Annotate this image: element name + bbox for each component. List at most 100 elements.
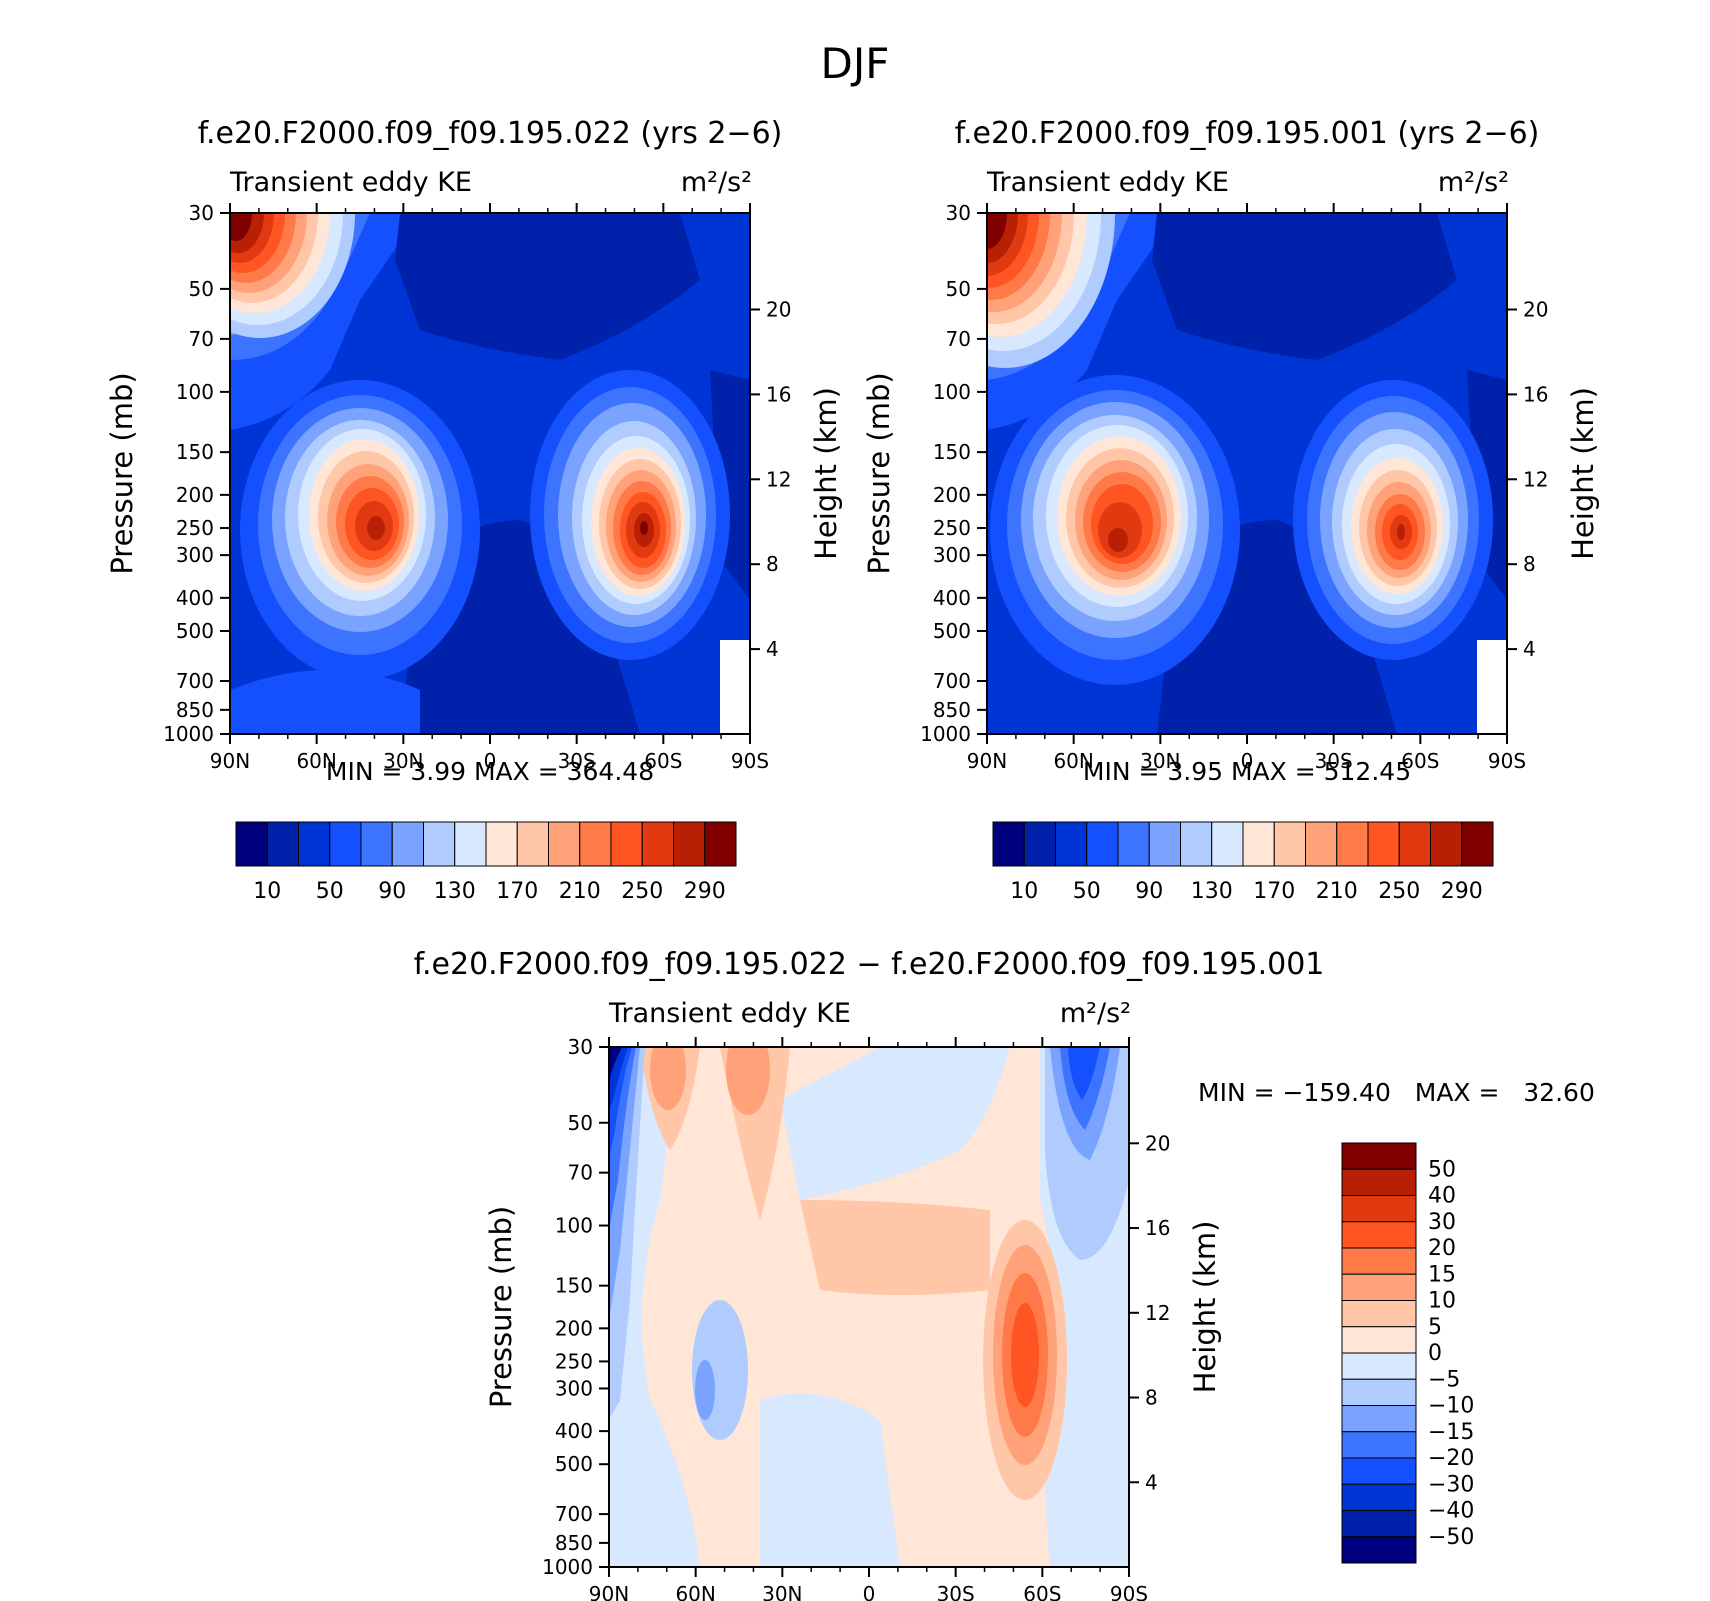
colorbar-box — [1242, 821, 1275, 867]
colorbar-box — [1367, 821, 1400, 867]
colorbar-box — [1180, 821, 1213, 867]
units-label: m²/s² — [1438, 167, 1509, 198]
pressure-tick-label: 30 — [568, 1035, 593, 1059]
minmax-label: MIN = −159.40 MAX = 32.60 — [1198, 1078, 1595, 1107]
pressure-tick-label: 70 — [189, 327, 214, 351]
pressure-tick-label: 1000 — [163, 722, 214, 746]
lat-tick-label: 90N — [210, 749, 250, 773]
minmax-label: MIN = 3.99 MAX = 364.48 — [326, 757, 654, 786]
colorbar-box — [1148, 821, 1181, 867]
colorbar-box — [673, 821, 706, 867]
lat-tick-label: 60S — [1401, 749, 1439, 773]
height-tick-label: 12 — [766, 467, 791, 491]
pressure-tick-label: 250 — [176, 516, 214, 540]
y2-axis-label: Height (km) — [809, 387, 843, 560]
contour-field — [230, 213, 750, 734]
colorbar-label: 130 — [434, 879, 476, 904]
y-axis-label: Pressure (mb) — [862, 372, 896, 574]
colorbar-box — [641, 821, 674, 867]
colorbar-label: 170 — [1253, 879, 1295, 904]
colorbar-box — [1211, 821, 1244, 867]
contour-field — [609, 1047, 1129, 1567]
height-tick-label: 12 — [1523, 467, 1548, 491]
lat-tick-label: 90N — [589, 1582, 629, 1601]
colorbar-label: 130 — [1191, 879, 1233, 904]
pressure-tick-label: 200 — [933, 483, 971, 507]
colorbar-box — [516, 821, 549, 867]
left-string: Transient eddy KE — [229, 167, 472, 198]
lat-tick-label: 60N — [675, 1582, 715, 1601]
colorbar-box — [1341, 1536, 1417, 1564]
colorbar-box — [1305, 821, 1338, 867]
pressure-tick-label: 70 — [946, 327, 971, 351]
pressure-tick-label: 150 — [555, 1274, 593, 1298]
pressure-tick-label: 1000 — [542, 1555, 593, 1579]
left-string: Transient eddy KE — [608, 998, 851, 1029]
panel-right: f.e20.F2000.f09_f09.195.001 (yrs 2−6) Tr… — [955, 116, 1540, 735]
colorbar-box — [1341, 1483, 1417, 1511]
case-title: f.e20.F2000.f09_f09.195.001 (yrs 2−6) — [955, 116, 1540, 151]
colorbar-label: 90 — [378, 879, 406, 904]
colorbar-box — [579, 821, 612, 867]
height-tick-label: 8 — [1523, 552, 1536, 576]
pressure-tick-label: 50 — [568, 1111, 593, 1135]
colorbar-box — [610, 821, 643, 867]
pressure-tick-label: 850 — [176, 698, 214, 722]
lat-tick-label: 30N — [383, 749, 423, 773]
colorbar-left: 10 50 90 130 170 210 250 290 — [235, 821, 737, 904]
units-label: m²/s² — [681, 167, 752, 198]
colorbar-box — [1341, 1221, 1417, 1249]
colorbar-label: 20 — [1428, 1236, 1456, 1261]
pressure-tick-label: 400 — [555, 1419, 593, 1443]
pressure-tick-label: 700 — [555, 1502, 593, 1526]
colorbar-box — [423, 821, 456, 867]
case-title: f.e20.F2000.f09_f09.195.022 − f.e20.F200… — [414, 947, 1325, 982]
colorbar-label: 10 — [1010, 879, 1038, 904]
colorbar-label: 170 — [496, 879, 538, 904]
lat-tick-label: 30N — [1140, 749, 1180, 773]
colorbar-box — [1055, 821, 1088, 867]
colorbar-right: 10 50 90 130 170 210 250 290 — [992, 821, 1494, 904]
colorbar-label: 30 — [1428, 1210, 1456, 1235]
axes-layer: 3050701001502002503004005007008501000201… — [105, 201, 1600, 1601]
colorbar-box — [548, 821, 581, 867]
lat-tick-label: 90S — [731, 749, 769, 773]
page-title: DJF — [821, 39, 890, 88]
pressure-tick-label: 850 — [555, 1531, 593, 1555]
colorbar-box — [1341, 1247, 1417, 1275]
lat-tick-label: 60N — [1053, 749, 1093, 773]
colorbar-box — [1336, 821, 1369, 867]
colorbar-box — [1341, 1378, 1417, 1406]
lat-tick-label: 0 — [1241, 749, 1254, 773]
colorbar-label: −40 — [1428, 1499, 1474, 1524]
lat-tick-label: 0 — [863, 1582, 876, 1601]
lat-tick-label: 90S — [1110, 1582, 1148, 1601]
colorbar-box — [1341, 1142, 1417, 1170]
pressure-tick-label: 700 — [933, 669, 971, 693]
colorbar-box — [329, 821, 362, 867]
colorbar-label: −50 — [1428, 1525, 1474, 1550]
colorbar-label: 0 — [1428, 1341, 1442, 1366]
pressure-tick-label: 500 — [933, 619, 971, 643]
colorbar-box — [1117, 821, 1150, 867]
y-axis-label: Pressure (mb) — [484, 1206, 518, 1408]
y2-axis-label: Height (km) — [1188, 1221, 1222, 1394]
lat-tick-label: 90S — [1488, 749, 1526, 773]
colorbar-box — [1341, 1352, 1417, 1380]
lat-tick-label: 30N — [762, 1582, 802, 1601]
colorbar-box — [1273, 821, 1306, 867]
colorbar-label: 10 — [1428, 1289, 1456, 1314]
pressure-tick-label: 400 — [933, 586, 971, 610]
colorbar-box — [360, 821, 393, 867]
colorbar-box — [1023, 821, 1056, 867]
pressure-tick-label: 100 — [933, 380, 971, 404]
colorbar-label: −5 — [1428, 1367, 1460, 1392]
colorbar-label: −20 — [1428, 1446, 1474, 1471]
lat-tick-label: 90N — [967, 749, 1007, 773]
lat-tick-label: 30S — [937, 1582, 975, 1601]
